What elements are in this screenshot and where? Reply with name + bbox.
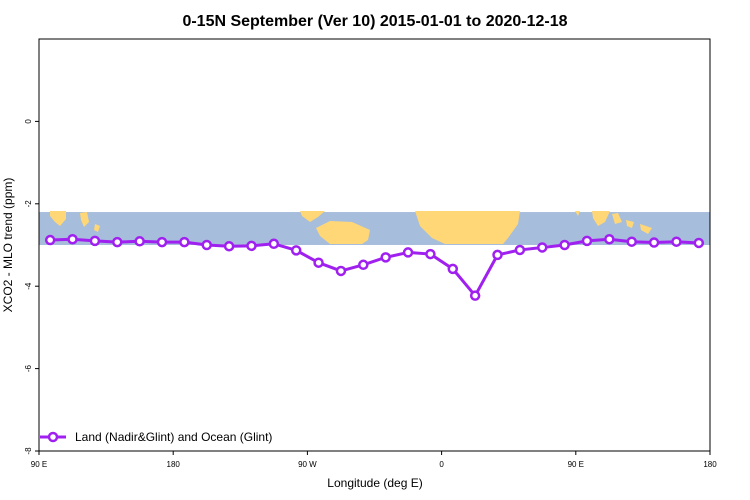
data-point: [604, 233, 615, 245]
series-line: [50, 237, 699, 298]
data-point: [89, 235, 101, 247]
data-point: [626, 236, 637, 247]
data-point: [313, 257, 324, 268]
x-axis-label: Longitude (deg E): [327, 476, 422, 490]
y-tick-label: -2: [24, 200, 33, 208]
data-point: [112, 236, 123, 248]
data-point: [358, 259, 369, 271]
data-point: [268, 238, 280, 250]
data-point: [559, 239, 570, 251]
y-tick-label: -4: [24, 282, 33, 290]
x-tick-label: 0: [439, 460, 444, 469]
y-tick-label: -6: [24, 364, 33, 372]
data-point: [201, 239, 212, 251]
data-point: [492, 249, 503, 261]
data-point: [335, 265, 347, 277]
data-point: [581, 235, 593, 247]
x-axis: 90 E 180 90 W 0 90 E 180: [31, 451, 717, 469]
data-point: [380, 252, 391, 263]
legend-marker: [47, 431, 59, 443]
data-point: [134, 236, 145, 247]
data-point: [246, 240, 257, 252]
x-tick-label: 180: [167, 460, 181, 469]
data-point: [693, 237, 705, 249]
data-point: [156, 236, 168, 248]
y-tick-label: 0: [24, 119, 33, 124]
data-point: [290, 245, 302, 256]
data-point: [67, 233, 78, 245]
data-point: [44, 234, 56, 246]
x-tick-label: 90 E: [568, 460, 584, 469]
data-point: [469, 290, 481, 301]
world-map-band: [39, 211, 710, 245]
data-point: [402, 247, 414, 258]
x-tick-label: 90 W: [298, 460, 317, 469]
data-point: [223, 240, 235, 252]
y-axis-label: XCO2 - MLO trend (ppm): [1, 178, 15, 313]
x-tick-label: 180: [703, 460, 717, 469]
data-point: [447, 263, 459, 275]
data-point: [514, 244, 526, 256]
data-point: [648, 237, 660, 248]
map-land: [50, 211, 652, 244]
data-point: [671, 236, 682, 247]
y-axis: 0 -2 -4 -6 -8: [24, 119, 39, 455]
x-tick-label: 90 E: [31, 460, 47, 469]
plot-frame: [38, 38, 711, 452]
legend: Land (Nadir&Glint) and Ocean (Glint): [40, 430, 272, 444]
series-layer: [44, 233, 705, 301]
data-point: [425, 248, 436, 260]
chart-title: 0-15N September (Ver 10) 2015-01-01 to 2…: [182, 13, 567, 30]
legend-label: Land (Nadir&Glint) and Ocean (Glint): [75, 430, 272, 444]
data-point: [179, 236, 190, 248]
y-tick-label: -8: [24, 447, 33, 455]
data-point: [537, 242, 548, 253]
